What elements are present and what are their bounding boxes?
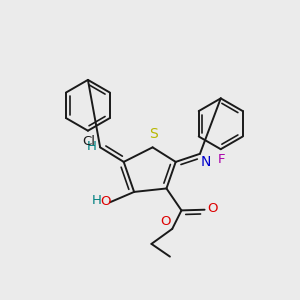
Text: H: H (86, 140, 96, 153)
Text: Cl: Cl (82, 135, 96, 148)
Text: O: O (160, 215, 171, 228)
Text: H: H (92, 194, 102, 207)
Text: F: F (218, 153, 226, 166)
Text: O: O (100, 195, 111, 208)
Text: O: O (207, 202, 218, 215)
Text: N: N (201, 155, 211, 169)
Text: S: S (149, 127, 158, 141)
